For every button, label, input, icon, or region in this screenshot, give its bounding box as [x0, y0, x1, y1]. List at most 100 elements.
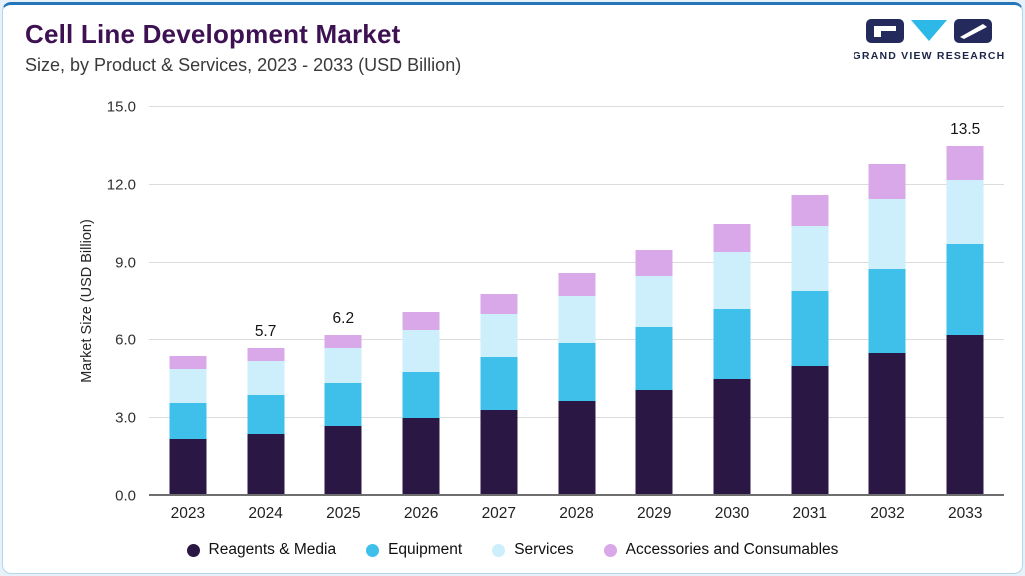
- page-title: Cell Line Development Market: [25, 19, 401, 49]
- segment-services: [713, 252, 751, 310]
- logo-triangle-icon: [911, 20, 947, 41]
- stacked-bar-2029: [635, 107, 673, 496]
- segment-reagents-media: [713, 379, 751, 496]
- value-label: 6.2: [332, 310, 355, 328]
- y-axis-tick-label: 3.0: [115, 409, 136, 427]
- segment-accessories-and-consumables: [868, 164, 906, 200]
- segment-equipment: [635, 327, 673, 390]
- bar-column-2025: 2025 6.2: [304, 107, 382, 522]
- segment-reagents-media: [791, 366, 829, 496]
- bar-column-2029: 2029: [615, 107, 693, 522]
- stacked-bar-2030: [713, 107, 751, 496]
- chart-legend: Reagents & Media Equipment Services Accesso…: [3, 541, 1022, 559]
- bar-column-2032: 2032: [849, 107, 927, 522]
- segment-equipment: [868, 269, 906, 354]
- segment-equipment: [324, 383, 362, 426]
- y-axis-tick-label: 6.0: [115, 331, 136, 349]
- segment-equipment: [791, 291, 829, 367]
- segment-services: [169, 368, 207, 403]
- segment-equipment: [402, 371, 440, 419]
- bar-column-2023: 2023: [149, 107, 227, 522]
- segment-accessories-and-consumables: [169, 355, 207, 369]
- stacked-bar-2027: [480, 107, 518, 496]
- x-axis-label: 2033: [947, 505, 983, 522]
- segment-reagents-media: [247, 433, 285, 496]
- bar-column-2026: 2026: [382, 107, 460, 522]
- segment-equipment: [713, 309, 751, 380]
- segment-services: [324, 348, 362, 384]
- legend-label: Equipment: [388, 541, 463, 558]
- bar-column-2033: 2033 13.5: [926, 107, 1004, 522]
- x-axis-line: [149, 494, 1004, 496]
- stacked-bar-2023: [169, 107, 207, 496]
- segment-equipment: [247, 394, 285, 434]
- gridline: [149, 183, 1004, 185]
- segment-equipment: [480, 357, 518, 411]
- segment-services: [558, 296, 596, 343]
- x-axis-label: 2031: [792, 505, 827, 522]
- legend-dot-icon: [366, 543, 380, 557]
- stacked-bar-2033: [946, 107, 984, 496]
- legend-dot-icon: [492, 543, 506, 557]
- legend-dot-icon: [186, 543, 200, 557]
- x-axis-label: 2023: [170, 505, 206, 522]
- x-axis-label: 2025: [326, 505, 361, 522]
- segment-reagents-media: [868, 353, 906, 496]
- stacked-bar-2025: [324, 107, 362, 496]
- segment-equipment: [558, 343, 596, 402]
- legend-item-reagents-media: Reagents & Media: [186, 541, 337, 559]
- x-axis-label: 2024: [248, 505, 283, 522]
- segment-accessories-and-consumables: [402, 311, 440, 331]
- y-axis-tick-label: 15.0: [106, 98, 136, 116]
- stacked-bar-2026: [402, 107, 440, 496]
- x-axis-label: 2030: [714, 505, 750, 522]
- segment-accessories-and-consumables: [480, 293, 518, 315]
- x-axis-label: 2026: [403, 505, 439, 522]
- segment-accessories-and-consumables: [324, 335, 362, 349]
- segment-reagents-media: [558, 401, 596, 496]
- legend-dot-icon: [603, 543, 617, 557]
- segment-services: [791, 226, 829, 292]
- grand-view-research-logo: GRAND VIEW RESEARCH: [854, 19, 1005, 62]
- stacked-bar-2024: [247, 107, 285, 496]
- value-label: 5.7: [254, 323, 277, 341]
- segment-services: [868, 199, 906, 270]
- legend-item-accessories-and-consumables: Accessories and Consumables: [603, 541, 838, 559]
- bar-column-2031: 2031: [771, 107, 849, 522]
- logo-glyph-right: [954, 19, 992, 43]
- bar-column-2024: 2024 5.7: [227, 107, 305, 522]
- brand-name: GRAND VIEW RESEARCH: [854, 50, 1005, 62]
- segment-equipment: [169, 402, 207, 439]
- gridline: [149, 106, 1004, 107]
- segment-reagents-media: [324, 425, 362, 496]
- segment-services: [635, 275, 673, 328]
- segment-services: [247, 361, 285, 395]
- y-axis-tick-label: 9.0: [115, 254, 136, 272]
- segment-services: [480, 314, 518, 358]
- segment-services: [402, 330, 440, 372]
- segment-accessories-and-consumables: [946, 145, 984, 180]
- segment-accessories-and-consumables: [558, 273, 596, 297]
- stacked-bar-2031: [791, 107, 829, 496]
- segment-equipment: [946, 244, 984, 336]
- segment-services: [946, 179, 984, 245]
- x-axis-label: 2032: [870, 505, 905, 522]
- chart-subtitle: Size, by Product & Services, 2023 - 2033…: [25, 55, 462, 75]
- value-label: 13.5: [950, 120, 981, 138]
- segment-reagents-media: [402, 418, 440, 496]
- legend-item-equipment: Equipment: [366, 541, 462, 559]
- y-axis-title: Market Size (USD Billion): [79, 219, 95, 383]
- segment-accessories-and-consumables: [713, 223, 751, 253]
- segment-reagents-media: [480, 410, 518, 496]
- bar-column-2027: 2027: [460, 107, 538, 522]
- segment-reagents-media: [946, 335, 984, 496]
- segment-accessories-and-consumables: [247, 348, 285, 362]
- gridline: [149, 261, 1004, 263]
- segment-reagents-media: [169, 438, 207, 496]
- legend-label: Reagents & Media: [208, 541, 337, 558]
- stacked-bar-2032: [868, 107, 906, 496]
- legend-item-services: Services: [492, 541, 574, 559]
- bar-column-2028: 2028: [538, 107, 616, 522]
